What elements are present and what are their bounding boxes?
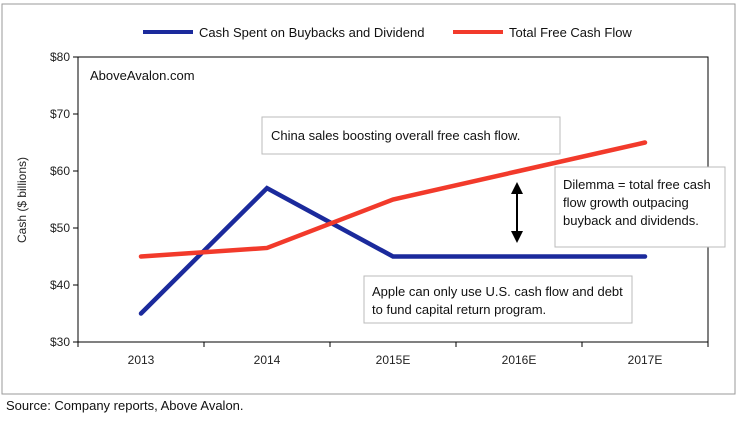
annotation-dilemma-box: [554, 166, 726, 248]
annotation-china-text: China sales boosting overall free cash f…: [271, 128, 520, 143]
y-tick-label: $40: [50, 278, 70, 292]
y-tick-label: $60: [50, 164, 70, 178]
annotation-apple-line-1: Apple can only use U.S. cash flow and de…: [372, 284, 623, 299]
annotation-china-box: [261, 116, 561, 155]
x-axis: 2013 2014 2015E 2016E 2017E: [77, 342, 709, 367]
legend: Cash Spent on Buybacks and Dividend Tota…: [143, 25, 632, 40]
annotation-dilemma: Dilemma = total free cash flow growth ou…: [554, 166, 726, 248]
watermark: AboveAvalon.com: [90, 68, 195, 83]
series-line-free-cash-flow: [138, 140, 648, 259]
annotation-apple: Apple can only use U.S. cash flow and de…: [363, 275, 633, 324]
source-note: Source: Company reports, Above Avalon.: [6, 398, 244, 413]
dilemma-arrow-head-down: [511, 231, 523, 243]
series-line-buybacks: [138, 185, 648, 316]
y-axis: $30 $40 $50 $60 $70 $80: [50, 50, 78, 349]
dilemma-arrow: [511, 182, 523, 243]
dilemma-arrow-head-up: [511, 182, 523, 194]
x-tick-label: 2017E: [628, 353, 663, 367]
y-tick-label: $70: [50, 107, 70, 121]
x-tick-label: 2013: [128, 353, 155, 367]
x-tick-label: 2014: [254, 353, 281, 367]
x-tick-label: 2016E: [502, 353, 537, 367]
annotation-apple-box: [363, 275, 633, 324]
legend-label-free-cash-flow: Total Free Cash Flow: [509, 25, 632, 40]
annotation-apple-line-2: to fund capital return program.: [372, 302, 546, 317]
series: [138, 140, 648, 316]
annotation-dilemma-line-2: flow growth outpacing: [563, 195, 689, 210]
legend-label-buybacks: Cash Spent on Buybacks and Dividend: [199, 25, 424, 40]
y-tick-label: $80: [50, 50, 70, 64]
annotation-dilemma-line-1: Dilemma = total free cash: [563, 177, 711, 192]
y-tick-label: $50: [50, 221, 70, 235]
y-tick-label: $30: [50, 335, 70, 349]
y-axis-label: Cash ($ billions): [15, 157, 29, 243]
annotation-dilemma-line-3: buyback and dividends.: [563, 213, 699, 228]
x-tick-label: 2015E: [376, 353, 411, 367]
annotation-china: China sales boosting overall free cash f…: [261, 116, 561, 155]
